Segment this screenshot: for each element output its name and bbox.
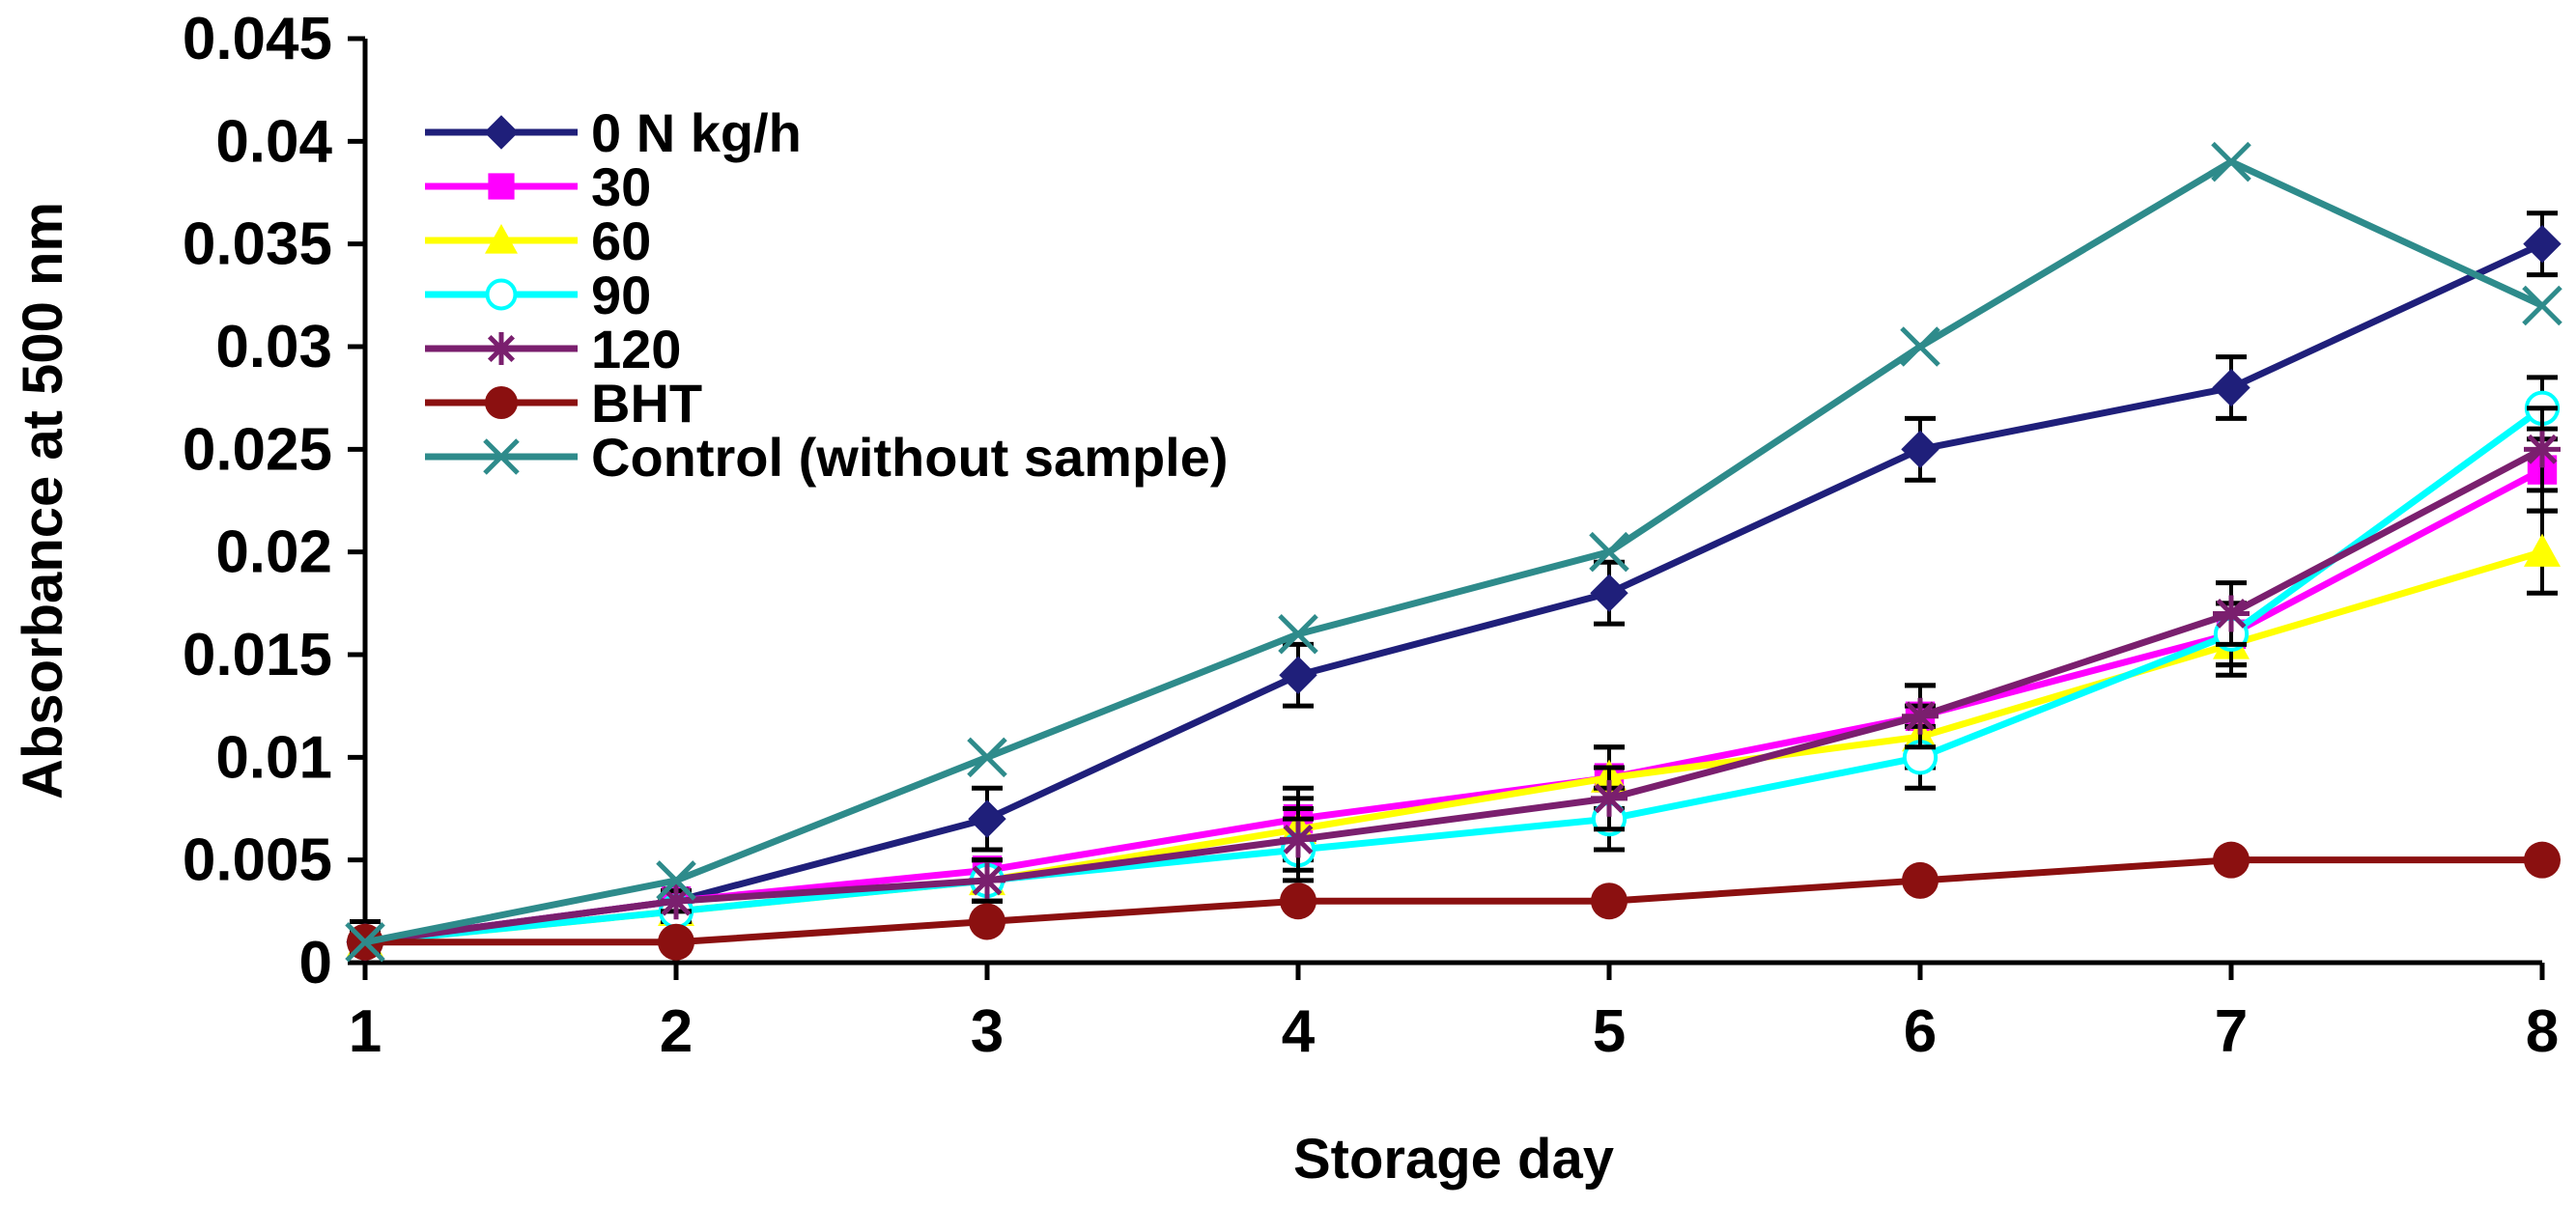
data-point — [1280, 883, 1316, 919]
data-point — [488, 173, 514, 199]
x-tick-label: 3 — [971, 998, 1004, 1065]
y-tick-label: 0.015 — [183, 622, 332, 688]
x-tick-label: 1 — [349, 998, 382, 1065]
x-tick-label: 6 — [1904, 998, 1937, 1065]
data-point — [2524, 534, 2561, 567]
legend-item: 30 — [425, 156, 651, 217]
legend-item: BHT — [425, 373, 702, 434]
data-point — [1902, 698, 1939, 735]
legend-label: Control (without sample) — [591, 427, 1229, 488]
x-tick-label: 5 — [1593, 998, 1626, 1065]
data-point — [2524, 842, 2561, 879]
data-point — [1591, 780, 1628, 817]
x-axis-title: Storage day — [1293, 1128, 1614, 1191]
y-tick-label: 0.03 — [215, 314, 332, 380]
y-tick-label: 0.01 — [215, 724, 332, 791]
x-tick-label: 4 — [1282, 998, 1316, 1065]
data-point — [2213, 144, 2250, 181]
legend-item: Control (without sample) — [425, 427, 1229, 488]
data-point — [2524, 287, 2561, 323]
y-tick-label: 0.02 — [215, 519, 332, 586]
legend-label: 30 — [591, 156, 651, 217]
series-control-without-sample — [347, 144, 2561, 961]
legend-item: 120 — [425, 319, 681, 379]
data-point — [488, 281, 516, 309]
legend-label: 0 N kg/h — [591, 102, 802, 163]
data-point — [2213, 595, 2250, 631]
legend-item: 90 — [425, 265, 651, 325]
line-chart: 0 0.005 0.01 0.015 0.02 0.025 0.03 0.035 0.04 0.0… — [0, 0, 2576, 1205]
data-point — [2213, 370, 2250, 406]
y-tick-label: 0.025 — [183, 416, 332, 483]
data-point — [2213, 842, 2250, 879]
series-line — [365, 162, 2542, 942]
legend-item: 0 N kg/h — [425, 102, 802, 163]
series-layer — [347, 144, 2561, 963]
data-point — [658, 924, 694, 961]
data-point — [485, 386, 518, 419]
series-line — [365, 552, 2542, 942]
legend-label: 120 — [591, 319, 681, 379]
data-point — [969, 862, 1005, 899]
data-point — [969, 739, 1005, 775]
y-axis-title: Absorbance at 500 nm — [12, 202, 74, 799]
data-point — [969, 800, 1005, 837]
legend-label: 90 — [591, 265, 651, 325]
x-tick-label: 8 — [2526, 998, 2559, 1065]
data-point — [658, 883, 694, 919]
data-point — [1591, 883, 1628, 919]
data-point — [2524, 226, 2561, 263]
y-tick-label: 0.005 — [183, 827, 332, 894]
data-point — [1280, 657, 1316, 693]
y-tick-label: 0 — [299, 930, 332, 996]
data-point — [1902, 431, 1939, 467]
legend-item: 60 — [425, 210, 651, 271]
y-tick-label: 0.045 — [183, 6, 332, 72]
legend-label: BHT — [591, 373, 702, 434]
y-tick-label: 0.04 — [215, 108, 332, 175]
x-tick-label: 7 — [2215, 998, 2248, 1065]
data-point — [485, 116, 518, 149]
data-point — [1280, 821, 1316, 857]
data-point — [485, 332, 518, 365]
data-point — [1902, 328, 1939, 365]
data-point — [969, 903, 1005, 939]
x-tick-label: 2 — [660, 998, 693, 1065]
legend-label: 60 — [591, 210, 651, 271]
data-point — [1591, 574, 1628, 611]
data-point — [1902, 862, 1939, 899]
data-point — [2524, 431, 2561, 467]
y-tick-label: 0.035 — [183, 211, 332, 278]
